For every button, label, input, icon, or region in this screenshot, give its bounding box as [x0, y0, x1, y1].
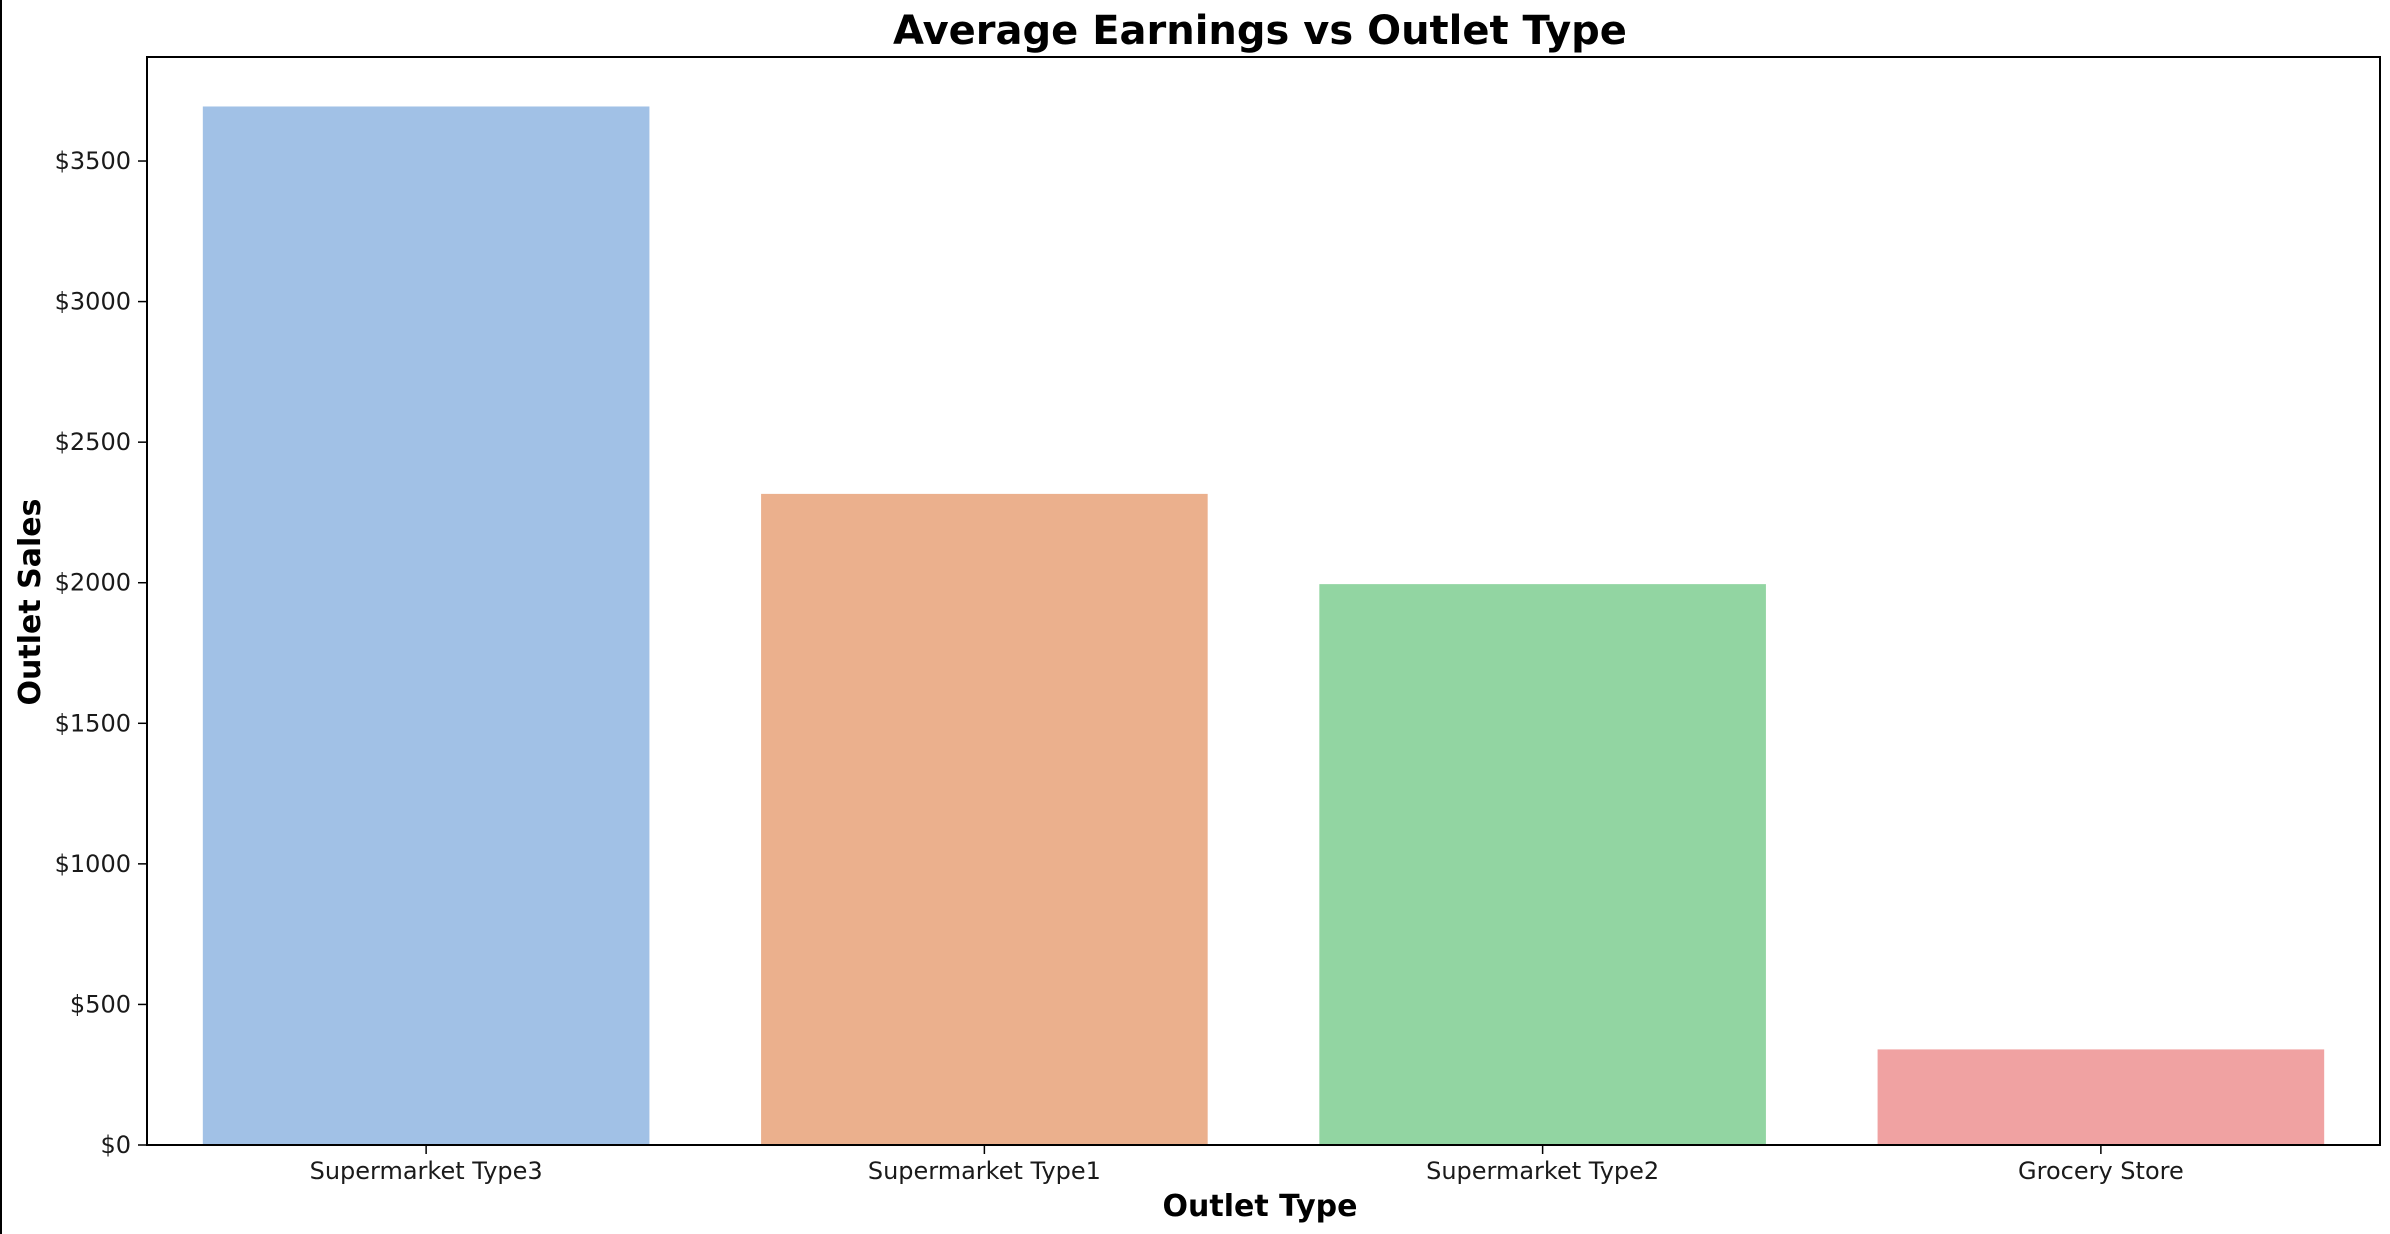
x-tick-label: Grocery Store	[2018, 1157, 2184, 1185]
bar-grocery-store	[1877, 1049, 2325, 1145]
bar-supermarket-type2	[1319, 584, 1766, 1145]
y-tick-label: $1000	[55, 850, 131, 878]
plot-area-frame	[146, 56, 2381, 1146]
y-tick-label: $2500	[55, 428, 131, 456]
y-tick-label: $3500	[55, 147, 131, 175]
y-axis-title: Outlet Sales	[13, 499, 48, 706]
y-tick-label: $500	[70, 990, 131, 1018]
chart-title: Average Earnings vs Outlet Type	[893, 8, 1627, 54]
x-tick-label: Supermarket Type3	[310, 1157, 543, 1185]
bars-layer	[202, 106, 2325, 1146]
y-tick-label: $0	[100, 1131, 131, 1159]
bar-supermarket-type1	[761, 493, 1208, 1145]
y-tick-label: $3000	[55, 288, 131, 316]
y-tick-label: $1500	[55, 709, 131, 737]
y-tick-label: $2000	[55, 569, 131, 597]
x-tick-label: Supermarket Type1	[868, 1157, 1101, 1185]
x-axis: Supermarket Type3 Supermarket Type1 Superm…	[310, 1145, 2184, 1185]
y-axis: $0 $500 $1000 $1500 $2000 $2500 $3000 $3500	[55, 147, 147, 1159]
x-axis-title: Outlet Type	[1163, 1189, 1358, 1224]
x-tick-label: Supermarket Type2	[1426, 1157, 1659, 1185]
bar-supermarket-type3	[202, 106, 650, 1146]
